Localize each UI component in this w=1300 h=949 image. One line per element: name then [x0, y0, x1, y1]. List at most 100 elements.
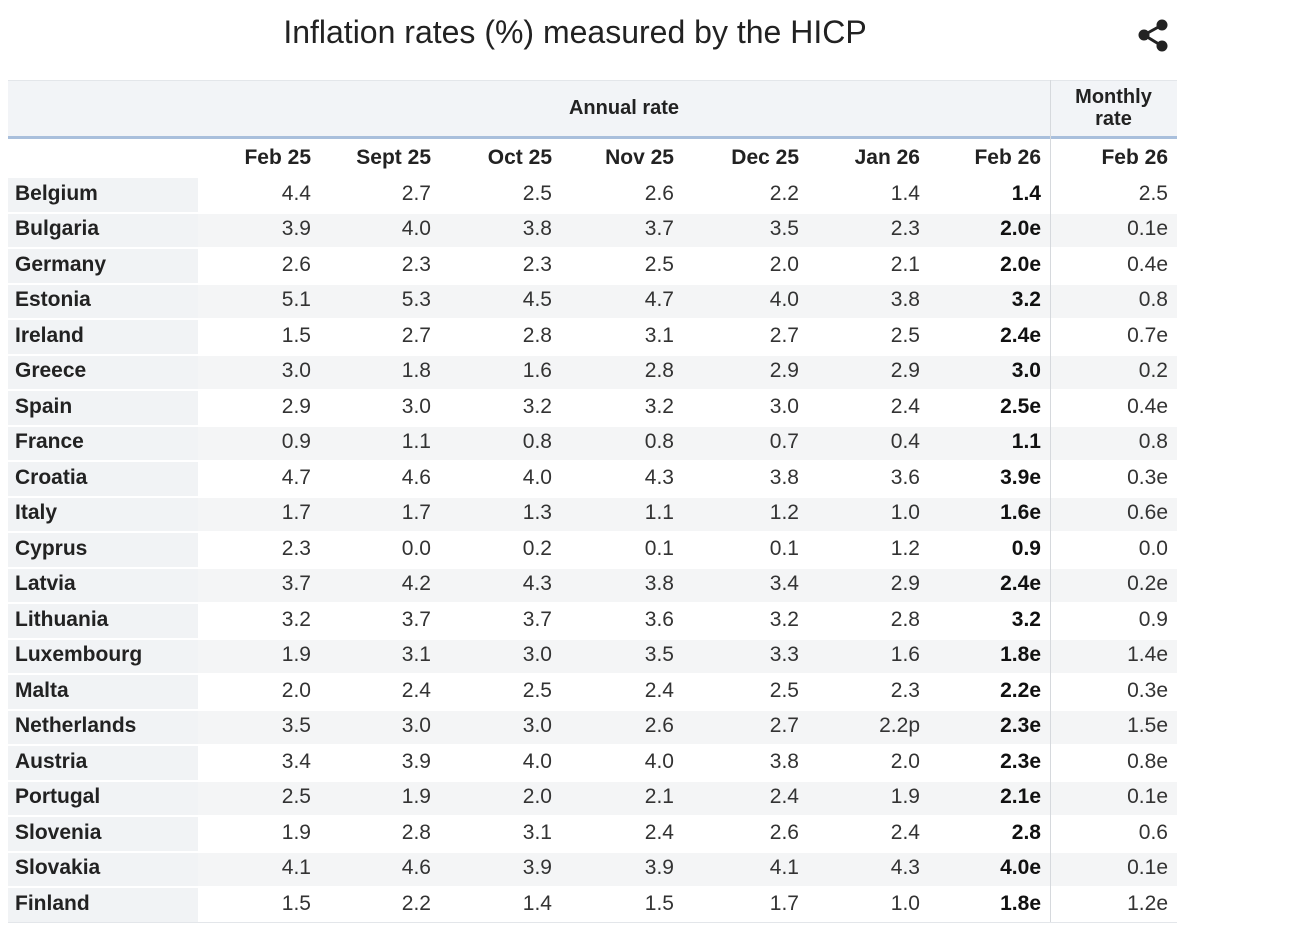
rate-value: 3.9: [644, 856, 674, 880]
rate-value: 2.2p: [879, 714, 920, 738]
column-header: Oct 25: [487, 145, 552, 169]
country-background: [8, 460, 198, 496]
rate-value: 3.2: [769, 607, 799, 631]
rate-value: 2.2: [401, 891, 431, 915]
rate-value: 1.5: [281, 323, 311, 347]
rate-value: 3.0: [1011, 359, 1041, 383]
country-name: Belgium: [15, 181, 98, 205]
rate-value: 1.4: [1011, 181, 1041, 205]
rate-value: 2.5: [644, 252, 674, 276]
rate-value: 0.9: [1138, 607, 1168, 631]
row-background: [198, 602, 1177, 638]
country-background: [8, 353, 198, 389]
rate-value: 0.9: [281, 430, 311, 454]
country-background: [8, 744, 198, 780]
rate-value: 2.3e: [1000, 714, 1041, 738]
rate-value: 2.4e: [1000, 323, 1041, 347]
rate-value: 2.8: [522, 323, 552, 347]
rate-value: 3.8: [890, 288, 920, 312]
rate-value: 1.5: [281, 891, 311, 915]
rate-value: 2.6: [644, 714, 674, 738]
column-divider: [1050, 80, 1051, 922]
row-background: [198, 211, 1177, 247]
rate-value: 2.5e: [1000, 394, 1041, 418]
rate-value: 3.9: [401, 749, 431, 773]
rate-value: 2.9: [890, 572, 920, 596]
rate-value: 3.7: [281, 572, 311, 596]
rate-value: 2.3: [890, 678, 920, 702]
rate-value: 2.1: [644, 785, 674, 809]
rate-value: 1.9: [890, 785, 920, 809]
rate-value: 2.5: [281, 785, 311, 809]
rate-value: 2.4: [769, 785, 799, 809]
rate-value: 1.5: [644, 891, 674, 915]
rate-value: 3.7: [401, 607, 431, 631]
country-background: [8, 815, 198, 851]
rate-value: 3.5: [769, 217, 799, 241]
rate-value: 4.0: [522, 465, 552, 489]
rate-value: 2.5: [522, 181, 552, 205]
rate-value: 3.1: [644, 323, 674, 347]
rate-value: 2.0e: [1000, 217, 1041, 241]
column-header: Jan 26: [854, 145, 920, 169]
table-bottom: [8, 921, 1177, 923]
rate-value: 2.3: [401, 252, 431, 276]
rate-value: 0.8: [644, 430, 674, 454]
share-button[interactable]: [1136, 18, 1170, 54]
rate-value: 2.8: [1011, 820, 1041, 844]
rate-value: 0.1e: [1127, 785, 1168, 809]
rate-value: 3.3: [769, 643, 799, 667]
rate-value: 2.4e: [1000, 572, 1041, 596]
rate-value: 4.0: [769, 288, 799, 312]
rate-value: 1.5e: [1127, 714, 1168, 738]
row-background: [198, 637, 1177, 673]
rate-value: 2.3: [522, 252, 552, 276]
rate-value: 3.0: [769, 394, 799, 418]
rate-value: 3.7: [644, 217, 674, 241]
rate-value: 2.9: [281, 394, 311, 418]
rate-value: 2.4: [890, 820, 920, 844]
row-background: [198, 424, 1177, 460]
column-header: Feb 25: [244, 145, 311, 169]
rate-value: 3.5: [281, 714, 311, 738]
row-background: [198, 708, 1177, 744]
rate-value: 0.6: [1138, 820, 1168, 844]
rate-value: 4.2: [401, 572, 431, 596]
rate-value: 0.1: [644, 536, 674, 560]
rate-value: 2.5: [769, 678, 799, 702]
rate-value: 4.1: [769, 856, 799, 880]
rate-value: 1.4: [522, 891, 552, 915]
country-name: Germany: [15, 252, 107, 276]
rate-value: 1.8e: [1000, 891, 1041, 915]
column-header: Nov 25: [605, 145, 674, 169]
rate-value: 3.0: [522, 714, 552, 738]
rate-value: 1.2e: [1127, 891, 1168, 915]
rate-value: 4.0: [522, 749, 552, 773]
header-divider: [8, 136, 1177, 139]
rate-value: 3.2: [1011, 607, 1041, 631]
rate-value: 0.0: [1138, 536, 1168, 560]
rate-value: 2.2e: [1000, 678, 1041, 702]
rate-value: 2.0: [522, 785, 552, 809]
rate-value: 4.3: [890, 856, 920, 880]
row-background: [198, 247, 1177, 283]
country-background: [8, 389, 198, 425]
country-name: Slovakia: [15, 856, 101, 880]
group-header: Annual rate: [568, 96, 680, 119]
rate-value: 4.5: [522, 288, 552, 312]
rate-value: 0.8: [1138, 430, 1168, 454]
rate-value: 2.4: [890, 394, 920, 418]
row-background: [198, 495, 1177, 531]
country-background: [8, 637, 198, 673]
rate-value: 1.8: [401, 359, 431, 383]
country-name: Estonia: [15, 288, 91, 312]
rate-value: 0.3e: [1127, 465, 1168, 489]
rate-value: 1.6: [890, 643, 920, 667]
rate-value: 3.0: [522, 643, 552, 667]
country-background: [8, 886, 198, 922]
rate-value: 1.0: [890, 891, 920, 915]
rate-value: 1.9: [281, 820, 311, 844]
country-name: Malta: [15, 678, 69, 702]
